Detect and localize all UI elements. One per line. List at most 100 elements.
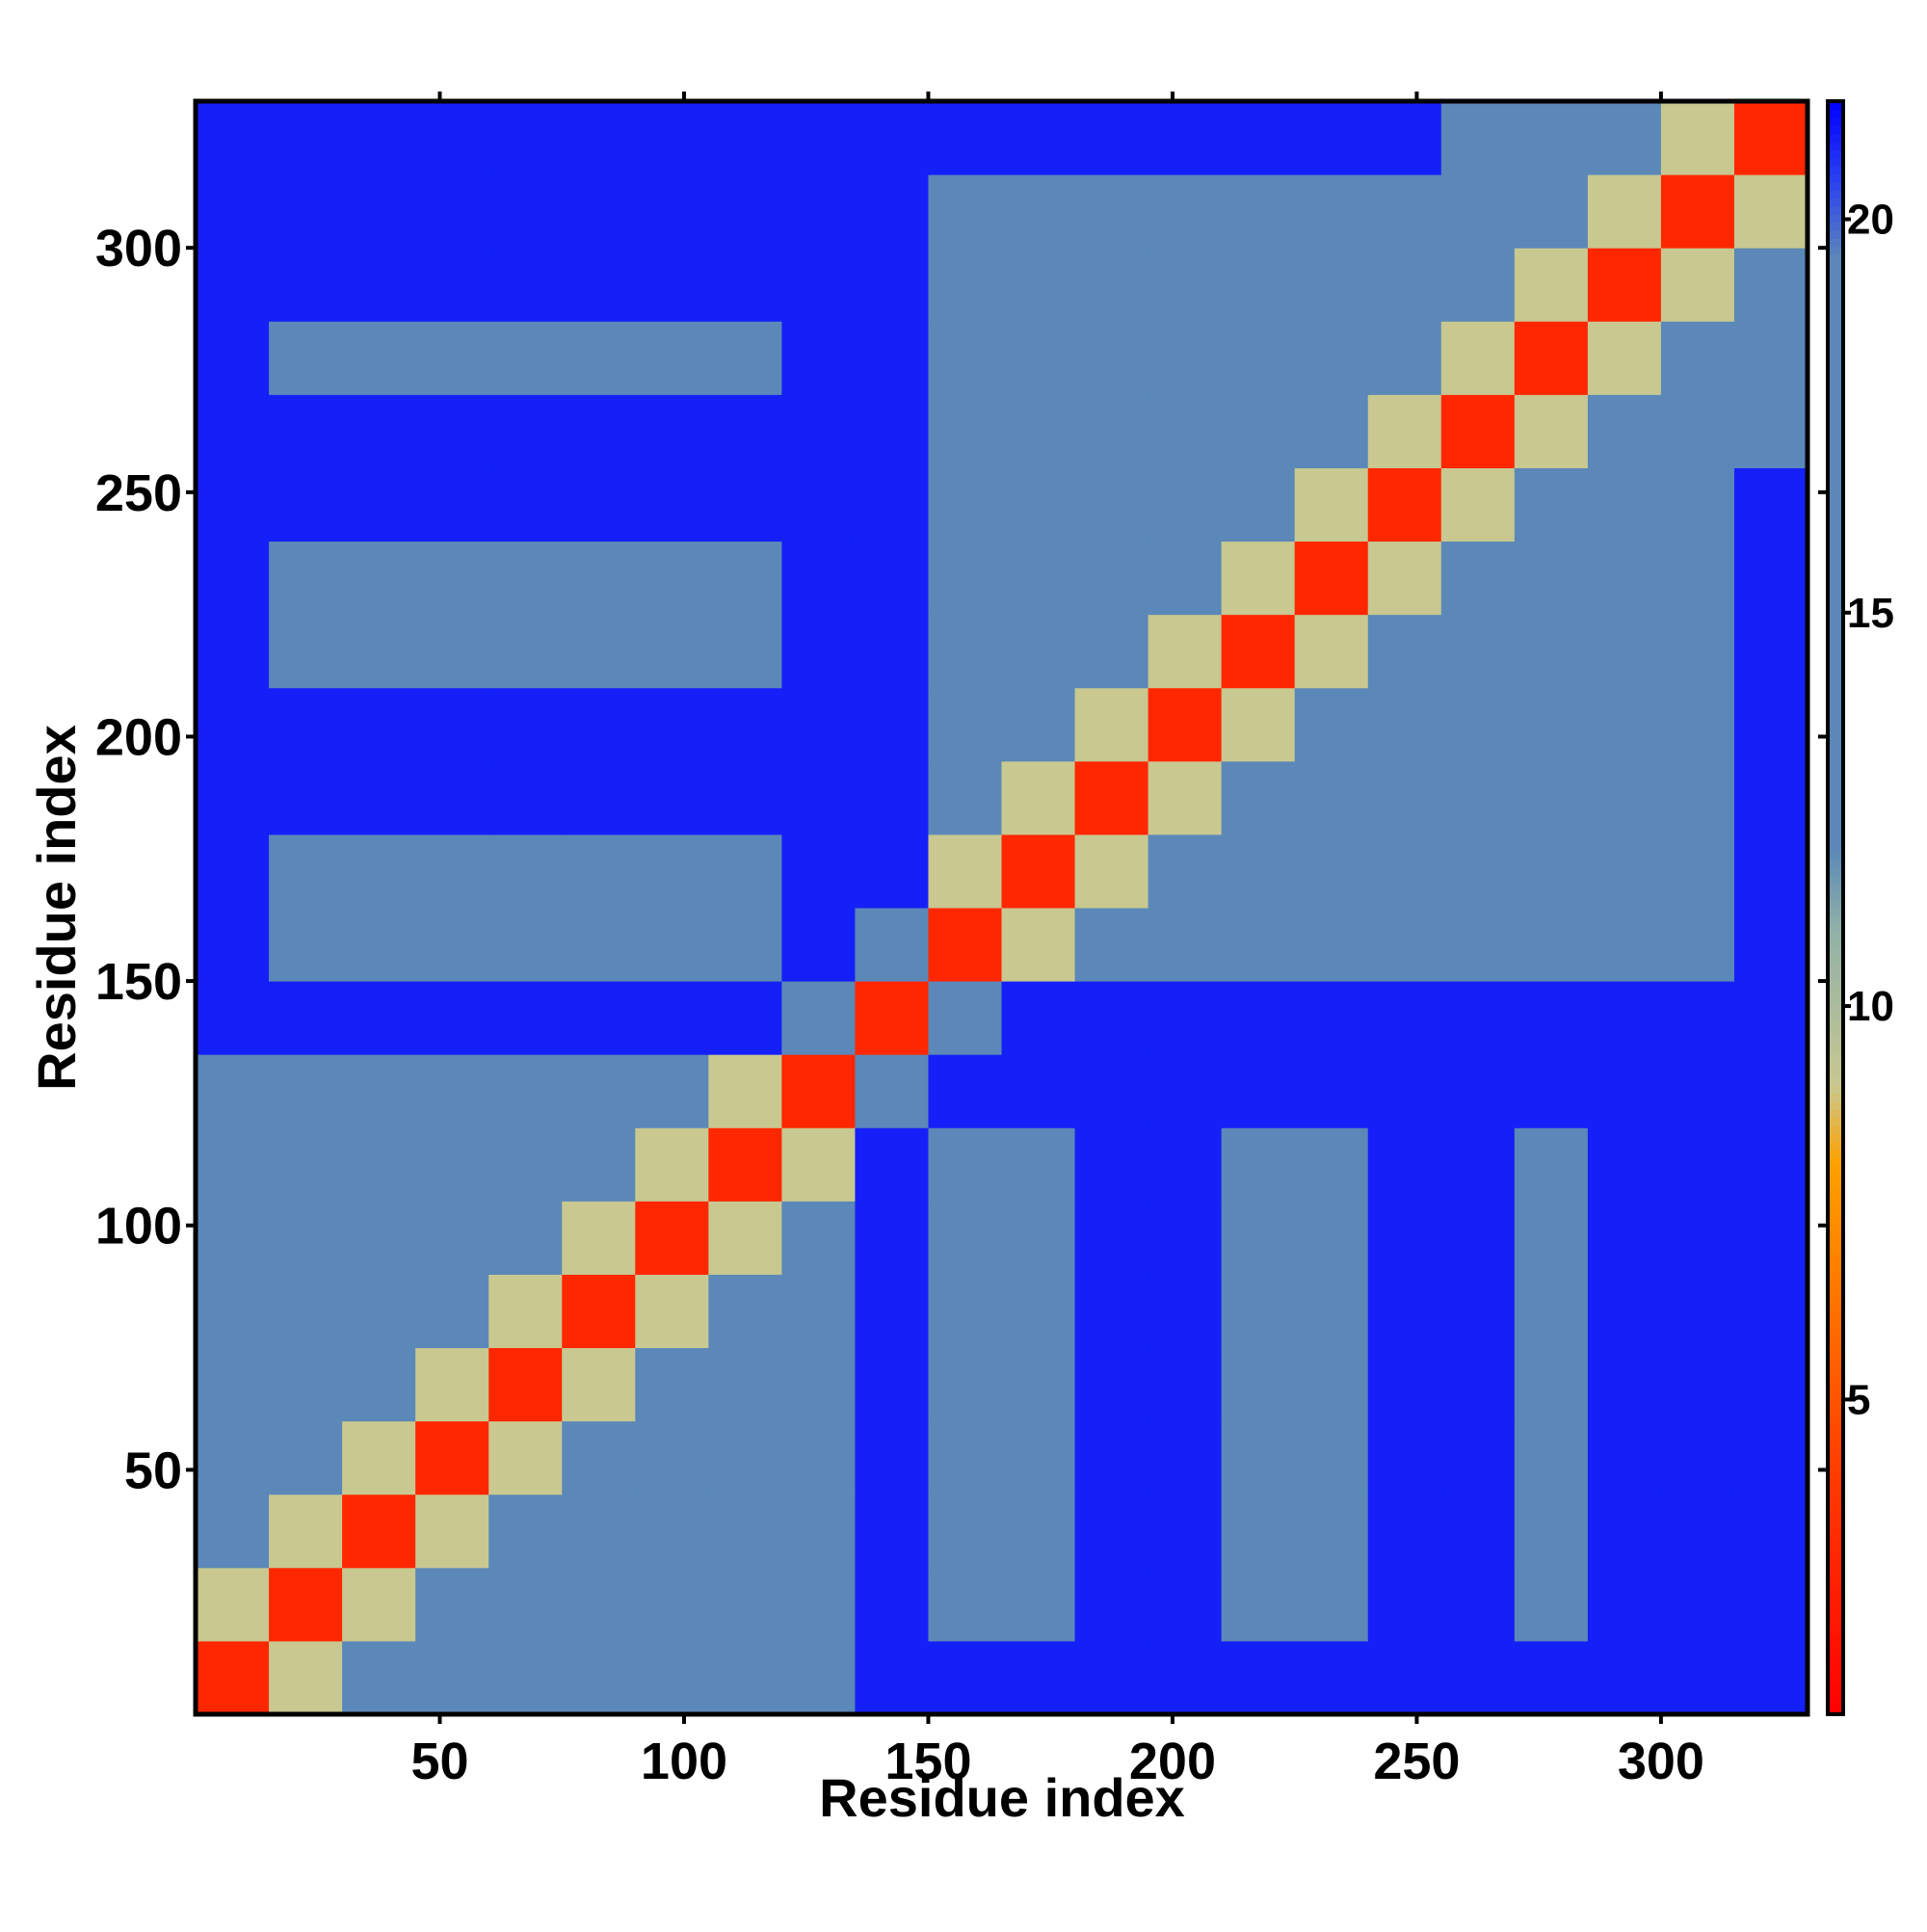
heatmap-cell (1294, 614, 1369, 689)
heatmap-cell (1221, 614, 1296, 689)
colorbar-segment (1828, 1165, 1843, 1175)
colorbar-segment (1828, 141, 1843, 150)
colorbar-segment (1828, 133, 1843, 143)
heatmap-cell (1660, 174, 1735, 249)
heatmap-cell (415, 1640, 489, 1715)
heatmap-cell (1148, 1640, 1223, 1715)
colorbar-segment (1828, 1706, 1843, 1715)
colorbar-segment (1828, 1254, 1843, 1263)
heatmap-cell (415, 321, 489, 395)
heatmap-cell (708, 1494, 782, 1569)
heatmap-cell (415, 174, 489, 249)
colorbar-segment (1828, 1416, 1843, 1425)
heatmap-cell (342, 1127, 416, 1202)
heatmap-cell (269, 541, 343, 616)
colorbar-segment (1828, 1189, 1843, 1199)
heatmap-cell (781, 1567, 856, 1642)
colorbar-segment (1828, 270, 1843, 279)
heatmap-cell (708, 174, 782, 249)
heatmap-cell (1440, 981, 1516, 1055)
heatmap-cell (708, 687, 782, 762)
colorbar-segment (1828, 1327, 1843, 1337)
heatmap-cell (928, 760, 1002, 835)
heatmap-cell (928, 908, 1002, 982)
heatmap-cell (1001, 541, 1076, 616)
colorbar-segment (1828, 657, 1843, 667)
colorbar-segment (1828, 125, 1843, 135)
heatmap-cell (562, 834, 636, 909)
heatmap-cell (1514, 981, 1589, 1055)
heatmap-cell (855, 1494, 929, 1569)
colorbar-segment (1828, 1020, 1843, 1030)
heatmap-cell (196, 394, 270, 468)
heatmap-cell (635, 174, 709, 249)
colorbar-segment (1828, 1545, 1843, 1554)
colorbar-segment (1828, 1440, 1843, 1449)
heatmap-cell (855, 1347, 929, 1422)
heatmap-cell (1440, 394, 1516, 468)
colorbar-segment (1828, 520, 1843, 530)
x-tick-label: 200 (1129, 1733, 1216, 1790)
heatmap-cell (1294, 1494, 1369, 1569)
heatmap-cell (1660, 1201, 1735, 1275)
heatmap-cell (1440, 174, 1516, 249)
heatmap-cell (415, 1567, 489, 1642)
heatmap-cell (269, 321, 343, 395)
heatmap-cell (1148, 541, 1223, 616)
heatmap-cell (1514, 1494, 1589, 1569)
colorbar-segment (1828, 593, 1843, 602)
heatmap-cell (488, 101, 563, 175)
heatmap-cell (1148, 1127, 1223, 1202)
heatmap-cell (196, 541, 270, 616)
colorbar-segment (1828, 956, 1843, 966)
heatmap-cell (1587, 1127, 1662, 1202)
heatmap-cell (1440, 248, 1516, 322)
colorbar-segment (1828, 1698, 1843, 1707)
x-tick-label: 50 (410, 1733, 468, 1790)
heatmap-cell (1587, 541, 1662, 616)
colorbar-segment (1828, 1609, 1843, 1619)
heatmap-cell (1074, 1127, 1149, 1202)
heatmap-cell (1733, 1494, 1808, 1569)
colorbar-segment (1828, 1488, 1843, 1497)
heatmap-cell (1074, 1274, 1149, 1349)
colorbar-segment (1828, 303, 1843, 312)
heatmap-cell (196, 760, 270, 835)
heatmap-cell (1074, 541, 1149, 616)
colorbar-segment (1828, 1045, 1843, 1054)
colorbar-segment (1828, 600, 1843, 610)
heatmap-cell (1074, 101, 1149, 175)
colorbar-segment (1828, 1359, 1843, 1368)
colorbar-segment (1828, 415, 1843, 425)
colorbar-segment (1828, 1407, 1843, 1416)
heatmap-cell (1001, 321, 1076, 395)
heatmap-cell (269, 248, 343, 322)
heatmap-cell (1733, 174, 1808, 249)
heatmap-cell (1367, 1567, 1442, 1642)
heatmap-cell (562, 1420, 636, 1495)
heatmap-cell (196, 834, 270, 909)
heatmap-cell (635, 1201, 709, 1275)
heatmap-cell (1221, 101, 1296, 175)
colorbar-segment (1828, 980, 1843, 990)
colorbar-tick-label: 10 (1847, 983, 1894, 1030)
heatmap-cell (708, 394, 782, 468)
heatmap-cell (1074, 321, 1149, 395)
colorbar-segment (1828, 754, 1843, 763)
heatmap-cell (635, 981, 709, 1055)
heatmap-cell (1660, 541, 1735, 616)
heatmap-cell (855, 1054, 929, 1128)
heatmap-cell (635, 1054, 709, 1128)
heatmap-cell (269, 760, 343, 835)
heatmap-cell (1660, 1640, 1735, 1715)
colorbar-segment (1828, 214, 1843, 224)
heatmap-cell (1074, 687, 1149, 762)
colorbar-segment (1828, 932, 1843, 941)
heatmap-cell (855, 101, 929, 175)
heatmap-cell (342, 1054, 416, 1128)
colorbar-segment (1828, 1471, 1843, 1481)
heatmap-cell (1294, 908, 1369, 982)
heatmap-cell (196, 321, 270, 395)
heatmap-cell (1074, 614, 1149, 689)
